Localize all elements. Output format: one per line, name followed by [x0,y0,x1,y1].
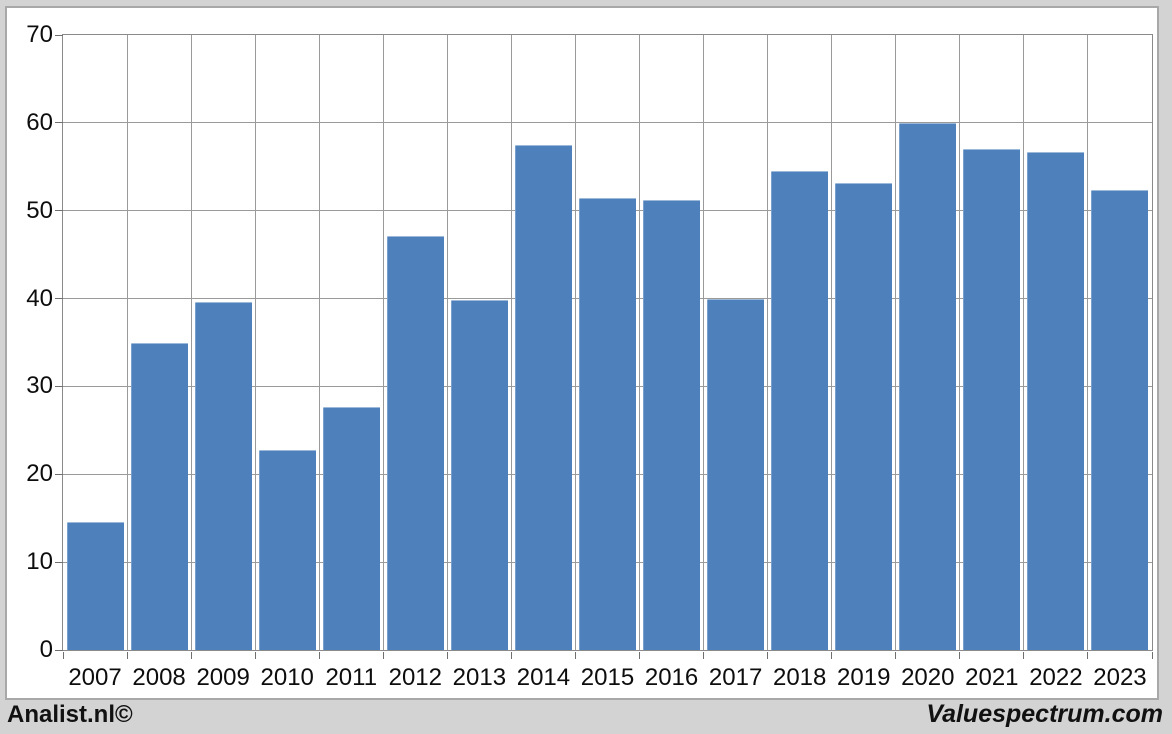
y-tick-label-70: 70 [26,21,53,48]
x-tick-label-2009: 2009 [196,664,250,691]
bar-2017 [707,298,765,650]
x-tick-9 [639,652,641,659]
bar-2020 [899,122,957,650]
x-tick-14 [959,652,961,659]
y-tick-0 [55,649,63,651]
chart-area: 0 10 20 30 40 50 60 70 2007 2008 2009 2010 2011 2012 2… [5,6,1159,700]
x-gridline-1 [126,35,128,650]
bar-2016 [643,200,701,650]
x-tick-11 [767,652,769,659]
x-tick-label-2017: 2017 [708,664,763,691]
x-gridline-4 [318,35,320,650]
bar-2022 [1027,151,1085,650]
y-tick-30 [55,385,63,387]
x-tick-label-2011: 2011 [325,664,378,691]
y-tick-label-30: 30 [26,372,53,400]
x-tick-5 [382,652,384,659]
x-tick-3 [254,652,256,659]
y-tick-label-20: 20 [26,460,53,488]
x-gridline-13 [895,35,897,650]
valuespectrum-credit: Valuespectrum.com [926,700,1163,728]
y-tick-label-60: 60 [26,108,53,136]
x-gridline-8 [574,35,576,650]
x-tick-label-2022: 2022 [1029,664,1083,691]
x-tick-13 [895,652,897,659]
x-tick-1 [126,652,128,659]
y-tick-label-0: 0 [39,636,53,663]
x-tick-label-2008: 2008 [132,664,186,691]
x-tick-17 [1151,652,1153,659]
x-gridline-7 [510,35,512,650]
y-tick-70 [55,34,63,36]
y-tick-label-40: 40 [26,284,53,312]
x-tick-label-2021: 2021 [965,664,1019,691]
x-tick-10 [703,652,705,659]
x-tick-label-2010: 2010 [260,664,314,691]
plot-area: 0 10 20 30 40 50 60 70 2007 2008 2009 2010 2011 2012 2… [26,22,1153,691]
x-tick-label-2023: 2023 [1093,664,1147,691]
bar-2019 [835,182,893,650]
y-tick-label-50: 50 [26,196,53,224]
y-tick-60 [55,122,63,124]
bar-2013 [450,300,508,650]
x-tick-label-2012: 2012 [388,664,442,691]
y-tick-40 [55,298,63,300]
x-gridline-10 [703,35,705,650]
x-gridline-9 [639,35,641,650]
bar-2021 [963,149,1021,650]
x-tick-4 [318,652,320,659]
x-tick-7 [510,652,512,659]
bar-2008 [130,342,188,650]
x-tick-15 [1023,652,1025,659]
x-tick-0 [62,652,64,659]
x-tick-label-2018: 2018 [772,664,827,691]
x-gridline-15 [1023,35,1025,650]
x-tick-label-2019: 2019 [837,664,891,691]
bar-2015 [579,197,636,650]
x-tick-label-2013: 2013 [452,664,507,691]
bar-2014 [514,144,572,650]
y-tick-10 [55,561,63,563]
x-tick-label-2007: 2007 [68,664,122,691]
x-tick-label-2014: 2014 [516,664,571,691]
bar-2007 [66,521,124,650]
y-gridline-60 [63,122,1152,124]
x-gridline-5 [382,35,384,650]
x-tick-6 [446,652,448,659]
x-gridline-6 [446,35,448,650]
bar-2023 [1091,189,1149,650]
bar-2018 [771,171,829,650]
y-tick-50 [55,210,63,212]
x-gridline-11 [767,35,769,650]
x-gridline-2 [190,35,192,650]
x-gridline-3 [254,35,256,650]
x-gridline-16 [1087,35,1089,650]
bar-2011 [322,406,380,650]
y-tick-label-10: 10 [26,548,53,576]
bar-2009 [194,302,252,650]
bar-2012 [386,236,444,650]
x-gridline-14 [959,35,961,650]
y-tick-20 [55,473,63,475]
bar-2010 [258,449,316,650]
x-tick-label-2016: 2016 [644,664,699,691]
analist-credit: Analist.nl© [7,701,133,728]
x-tick-12 [831,652,833,659]
x-tick-16 [1087,652,1089,659]
x-tick-8 [574,652,576,659]
x-tick-label-2015: 2015 [580,664,635,691]
x-tick-label-2020: 2020 [901,664,955,691]
x-tick-2 [190,652,192,659]
x-gridline-12 [831,35,833,650]
